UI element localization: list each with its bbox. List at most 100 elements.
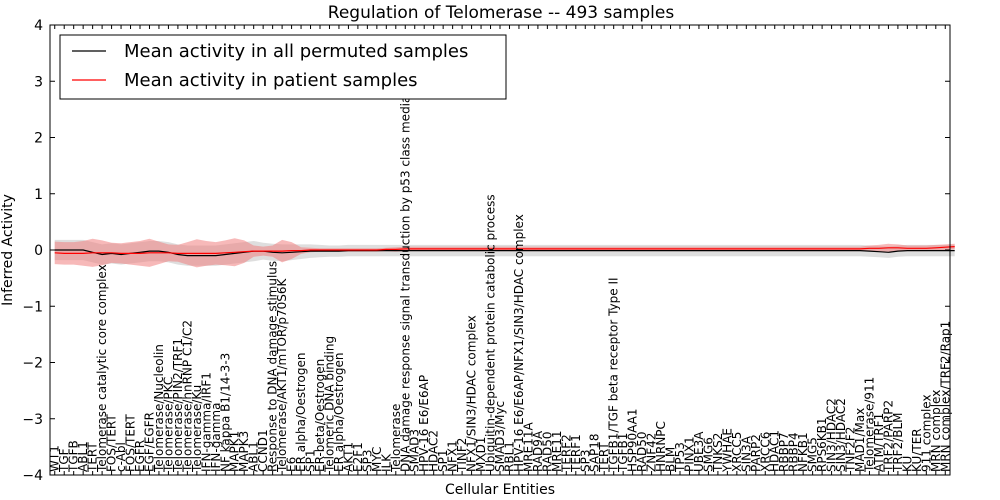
x-category-label: KU [900, 456, 914, 472]
x-category-label: Ubiquitin-dependent protein catabolic pr… [484, 194, 498, 472]
x-category-label: XRCC5 [730, 432, 744, 472]
x-category-label: ER-beta/Oestrogen [313, 359, 327, 472]
legend-label-1: Mean activity in patient samples [124, 70, 418, 91]
x-category-label: HNRNPC [654, 421, 668, 472]
x-category-label: TINF2 [455, 438, 469, 473]
x-category-label: RAD9A [531, 430, 545, 472]
x-category-label: PARP2 [749, 434, 763, 472]
x-category-label: MAPK1 [228, 431, 242, 472]
x-category-label: SP3 [578, 450, 592, 473]
legend: Mean activity in all permuted samples Mea… [59, 34, 507, 100]
x-category-label: MRN complex/TRF2/Rap1 [938, 321, 952, 472]
x-category-label: c-Abl [114, 442, 128, 472]
x-category-label: SMAD3/Myc [493, 401, 507, 472]
x-category-label: SP3 [360, 450, 374, 473]
y-tick-label: −2 [22, 356, 43, 372]
x-category-label: EGF/EGFR [142, 412, 156, 472]
x-category-label: E6 [285, 457, 299, 472]
x-category-label: FOS/TERT [105, 414, 119, 472]
x-category-label: MRE11A [521, 421, 535, 472]
x-category-label: PINX1 [682, 436, 696, 472]
x-category-label: Telomerase/Ku [190, 385, 204, 473]
x-category-label: TERF2 [559, 434, 573, 473]
series-1-confidence-band [54, 238, 955, 268]
x-axis-label: Cellular Entities [445, 482, 555, 498]
x-category-label: Telomeric DNA binding [322, 336, 336, 473]
x-category-label: UBE3A [692, 431, 706, 472]
x-category-label: SMAD3 [408, 429, 422, 472]
x-category-label: ATM/TRF1 [872, 413, 886, 472]
x-category-label: FOS/TERT [124, 414, 138, 472]
x-category-label: XRCC6 [758, 432, 772, 472]
x-category-label: ABL1 [76, 441, 90, 472]
x-category-label: TNF2F2 [844, 427, 858, 473]
legend-label-0: Mean activity in all permuted samples [124, 41, 468, 62]
series-0-line [54, 249, 955, 257]
x-category-label: HDAC2 [427, 430, 441, 472]
x-category-label: BLM [664, 447, 678, 472]
y-tick-label: 1 [34, 187, 43, 203]
x-category-label: RPS6KB1 [815, 417, 829, 472]
y-tick-label: −4 [22, 468, 43, 484]
x-category-label: 911 complex [919, 394, 933, 472]
x-category-label: RBBP7 [777, 432, 791, 472]
x-category-label: AKT1 [341, 442, 355, 472]
x-category-label: TGFB1/TGF beta receptor Type II [607, 277, 621, 473]
x-category-label: Telomerase/PKC [161, 377, 175, 473]
x-category-label: NFX1 [446, 440, 460, 472]
x-category-label: IFN-gamma/IRF1 [199, 372, 213, 472]
x-category-label: HSP90AA1 [626, 408, 640, 472]
y-tick-label: 3 [34, 74, 43, 90]
x-category-label: Response to DNA damage stimulus [266, 261, 280, 472]
x-category-label: ER alpha/Oestrogen [294, 353, 308, 472]
x-category-label: MYC [370, 447, 384, 472]
x-category-label: Telomerase/hnRNP C1/C2 [180, 320, 194, 473]
x-category-label: MRN complex [929, 390, 943, 472]
series-1-line [54, 246, 955, 254]
x-category-label: MRE11 [550, 430, 564, 472]
x-category-label: WT1 [48, 445, 62, 472]
x-category-label: TERT [86, 442, 100, 473]
legend-box [59, 34, 507, 100]
x-category-label: ER alpha/Oestrogen [332, 353, 346, 472]
x-category-label: NF kappa B1/14-3-3 [218, 353, 232, 472]
x-category-label: SP1 [436, 450, 450, 473]
x-category-label: TERT [597, 442, 611, 473]
x-category-label: SIN3/HDAC2 [834, 398, 848, 472]
x-category-label: TGFB1 [616, 433, 630, 473]
x-category-label: MXD1 [474, 437, 488, 472]
x-category-label: MAD1/Max [853, 408, 867, 472]
x-category-label: TGF [57, 448, 71, 473]
x-category-label: ILK [379, 453, 393, 472]
x-category-label: HDAC1 [768, 430, 782, 472]
x-category-label: TGFB [67, 440, 81, 473]
x-category-label: DNA damage response signal transduction … [398, 79, 412, 472]
x-category-label: TRF2/BLM [891, 412, 905, 473]
y-tick-label: 2 [34, 131, 43, 147]
x-category-label: E2F1 [351, 442, 365, 472]
x-category-label: HPV-16 E6/E6AP [417, 375, 431, 472]
y-axis-label: Inferred Activity [0, 194, 16, 306]
x-category-label: NFKB1 [796, 432, 810, 472]
y-tick-label: −1 [22, 299, 43, 315]
chart-title: Regulation of Telomerase -- 493 samples [328, 3, 675, 23]
x-category-label: KU/TER [910, 428, 924, 472]
x-category-label: HPV-16 E6/E6AP/NFX1/SIN3/HDAC complex [512, 214, 526, 472]
x-category-label: Telomerase/Nucleolin [152, 344, 166, 473]
x-category-label: NFX1/SIN3/HDAC complex [465, 315, 479, 472]
y-tick-label: 0 [34, 243, 43, 259]
x-category-label: RBL1 [502, 441, 516, 472]
x-category-label: ZNF42 [645, 433, 659, 472]
y-tick-label: 4 [34, 18, 43, 34]
x-category-label: RBBP4 [787, 432, 801, 472]
x-category-label: Telomerase catalytic core complex [95, 264, 109, 473]
x-category-label: Telomerase [389, 404, 403, 473]
x-category-label: TP53 [673, 442, 687, 473]
x-category-label: SMG5 [806, 437, 820, 472]
x-category-label: EGFR [133, 440, 147, 472]
x-category-label: TRF2/PARP2 [881, 400, 895, 473]
x-category-label: SIN3A [739, 435, 753, 472]
x-category-label: IFN-gamma [209, 403, 223, 472]
x-category-label: CCND1 [256, 429, 270, 472]
x-category-label: Telomerase/911 [862, 377, 876, 473]
